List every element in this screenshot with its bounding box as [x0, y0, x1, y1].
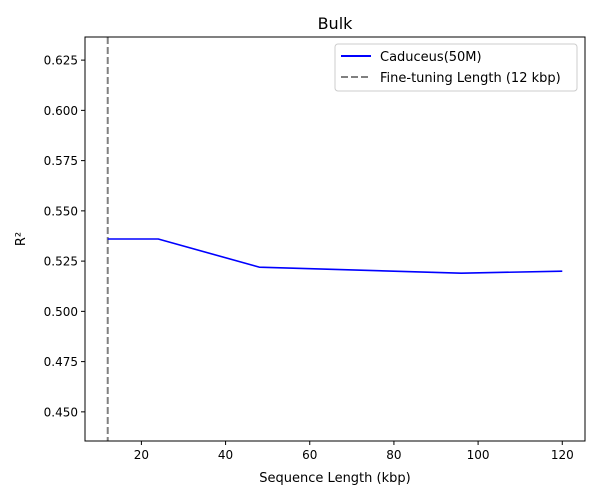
y-tick-label: 0.600	[44, 104, 78, 118]
legend-label-fine-tuning: Fine-tuning Length (12 kbp)	[380, 71, 561, 86]
x-tick-label: 80	[386, 448, 401, 462]
legend-label-caduceus: Caduceus(50M)	[380, 50, 482, 65]
x-tick-label: 100	[467, 448, 490, 462]
y-tick-label: 0.550	[44, 204, 78, 218]
y-tick-label: 0.625	[44, 54, 78, 68]
chart-title: Bulk	[318, 14, 354, 33]
x-axis-label: Sequence Length (kbp)	[259, 471, 410, 486]
x-tick-label: 120	[551, 448, 574, 462]
x-tick-label: 40	[218, 448, 233, 462]
y-tick-label: 0.575	[44, 154, 78, 168]
x-tick-label: 20	[134, 448, 149, 462]
legend: Caduceus(50M) Fine-tuning Length (12 kbp…	[335, 44, 577, 91]
y-tick-label: 0.500	[44, 305, 78, 319]
y-axis-label: R²	[14, 232, 29, 246]
y-tick-label: 0.525	[44, 255, 78, 269]
y-tick-label: 0.475	[44, 355, 78, 369]
y-tick-label: 0.450	[44, 405, 78, 419]
x-tick-label: 60	[302, 448, 317, 462]
